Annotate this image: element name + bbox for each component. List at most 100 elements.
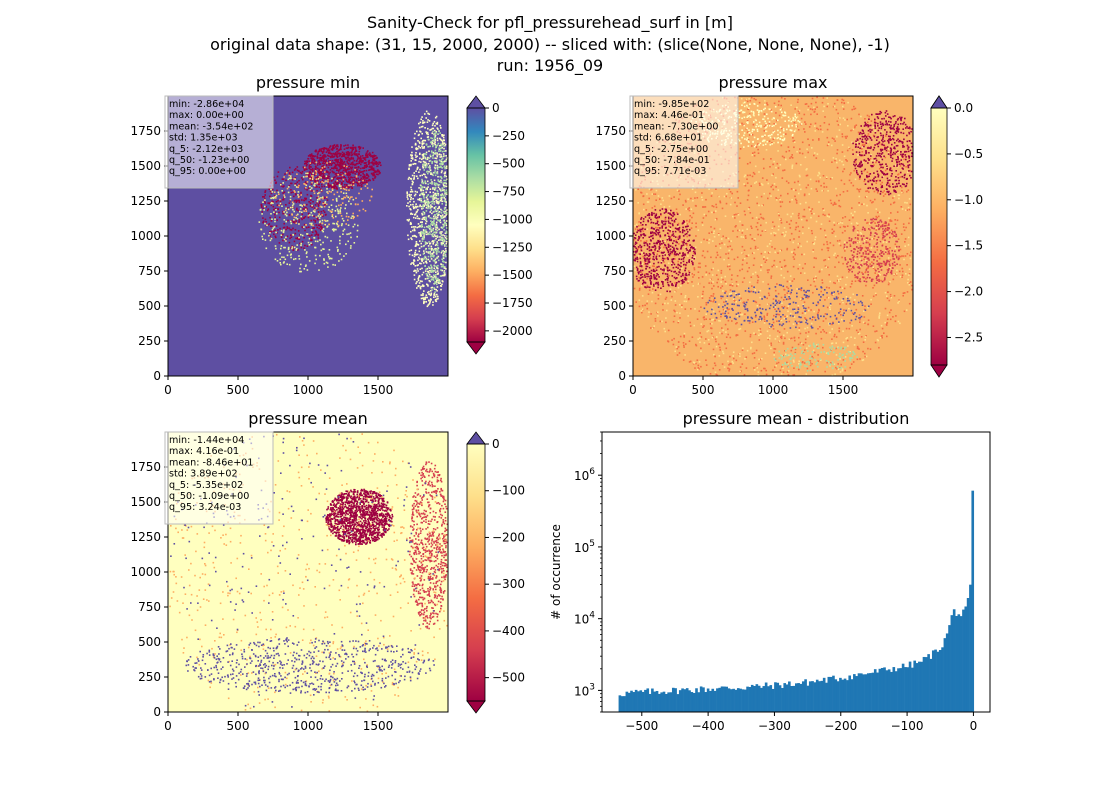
stats-line: q_95: 3.24e-03 [169,502,241,513]
histogram-bar [778,685,782,712]
histogram-bar [790,686,793,712]
histogram-bar [630,690,633,712]
histogram-bar [894,671,898,712]
histogram-bar [922,656,926,712]
stats-line: q_5: -5.35e+02 [169,480,243,491]
histogram-bar [771,688,775,712]
histogram-bar [743,689,747,712]
histogram-bar [736,688,740,712]
histogram-bar [711,688,715,712]
colorbar-frame [466,443,486,702]
stats-box [629,95,739,189]
histogram-bar [734,689,738,712]
colorbar-tick-label: −1000 [492,212,533,226]
stats-line: max: 0.00e+00 [169,110,244,121]
histogram-bar [959,616,963,712]
histogram-bar [873,669,877,712]
panel-title: pressure min [256,73,360,92]
stats-line: q_5: -2.75e+00 [634,144,708,155]
histogram-bar [753,685,756,712]
histogram-bar [757,685,761,712]
y-axis-label: # of occurrence [549,524,563,620]
histogram-bar [897,668,900,712]
y-tick-label: 1500 [595,159,626,173]
histogram-bar [725,686,728,712]
histogram-bar [799,683,803,712]
histogram-bar [625,691,629,712]
stats-line: q_50: -7.84e-01 [634,155,710,166]
x-tick-label: −200 [824,719,857,733]
histogram-bar [720,686,724,712]
colorbar-extend-bottom [466,341,486,355]
y-tick-label: 250 [138,670,161,684]
histogram-bar [688,690,691,712]
histogram-bar [860,673,863,712]
y-tick-label: 1000 [130,229,161,243]
stats-line: min: -9.85e+02 [634,99,709,110]
figure-title-line-3: run: 1956_09 [496,56,604,75]
histogram-bars [618,490,975,712]
stats-line: mean: -7.30e+00 [634,121,718,132]
y-tick-label: 750 [603,264,626,278]
y-tick-label: 500 [603,299,626,313]
histogram-bar [718,687,722,712]
colorbar-gradient [467,444,485,701]
histogram-bar [918,661,921,712]
x-tick-label: 500 [227,383,250,397]
histogram-bar [709,690,712,712]
histogram-bar [748,687,752,712]
histogram-bar [637,691,640,712]
histogram-bar [883,667,886,712]
stats-line: max: 4.16e-01 [169,446,239,457]
stats-line: q_5: -2.12e+03 [169,144,243,155]
y-tick-label: 1750 [130,460,161,474]
histogram-bar [904,667,907,712]
histogram-bar [843,678,847,712]
histogram-bar [957,614,961,712]
colorbar-extend-bottom [930,364,948,378]
y-tick-label: 1250 [595,194,626,208]
histogram-bar [660,692,663,712]
histogram-bar [776,682,780,712]
histogram-bar [774,682,777,712]
histogram-bar [899,668,903,712]
histogram-bar [811,681,814,712]
histogram-bar [623,696,626,712]
histogram-bar [871,672,875,712]
stats-line: q_50: -1.23e+00 [169,155,249,166]
histogram-bar [836,681,840,712]
histogram-bar [948,625,951,712]
histogram-bar [920,661,923,712]
histogram-bar [952,609,956,712]
histogram-bar [690,692,694,712]
histogram-bar [934,649,937,712]
histogram-bar [938,649,942,712]
y-tick-label: 106 [574,467,595,483]
colorbar-tick-label: −200 [492,530,525,544]
colorbar-tick-label: −2.0 [954,285,983,299]
colorbar: 0 −250 −500 −750 −1000 −1250 −1500 −1750 −2000 [466,95,533,355]
heatmap-panel-2: pressure max 0 500 1000 1500 0 250 500 750 1000 12… [595,73,983,397]
y-tick-label: 250 [138,334,161,348]
histogram-bar [641,691,645,712]
histogram-bar [862,674,865,712]
histogram-bar [822,677,826,712]
colorbar-tick-label: −2000 [492,324,533,338]
histogram-bar [785,684,789,712]
histogram-bar [676,694,680,712]
colorbar-tick-label: 0.0 [954,101,973,115]
histogram-bar [620,696,624,712]
y-tick-label: 104 [574,611,595,627]
y-tick-label: 1000 [595,229,626,243]
y-tick-label: 750 [138,600,161,614]
histogram-bar [906,667,910,712]
histogram-bar [869,673,872,712]
histogram-bar [964,606,968,712]
histogram-bar [941,647,944,712]
histogram-bar [655,690,659,712]
stats-line: std: 1.35e+03 [169,133,238,144]
x-tick-label: 1000 [293,719,324,733]
histogram-bar [815,679,819,712]
histogram-bar [962,609,965,712]
